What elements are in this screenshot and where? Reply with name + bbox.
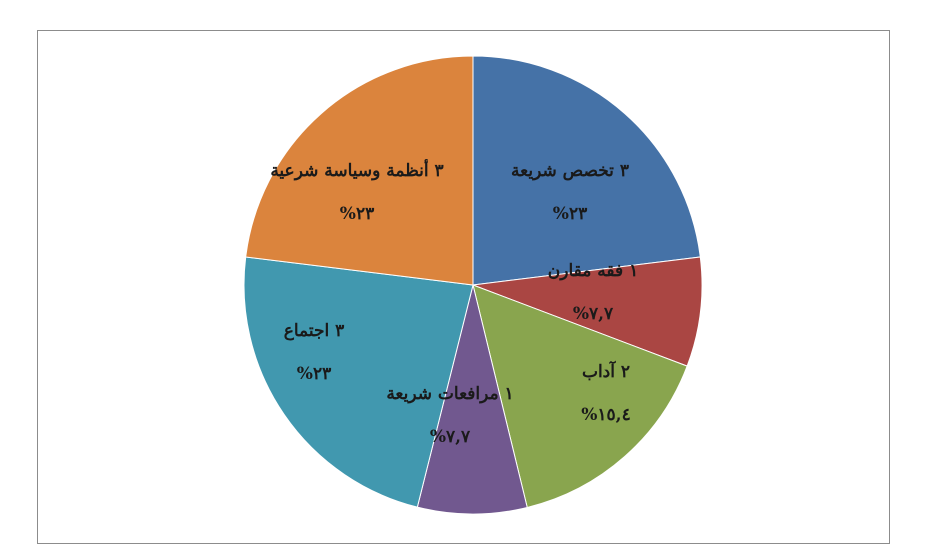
pie-slice <box>472 256 703 367</box>
slice-percent-label: %٢٣ <box>553 204 587 224</box>
slice-category-label: ٣ اجتماع <box>284 321 345 341</box>
slice-category-label: ٢ آداب <box>582 360 630 382</box>
slice-category-label: ١ فقه مقارن <box>548 261 638 281</box>
pie-slice <box>472 284 688 509</box>
slice-percent-label: %٢٣ <box>297 364 331 384</box>
slice-category-label: ٣ تخصص شريعة <box>511 161 629 181</box>
pie-slice <box>243 256 474 508</box>
pie-slices <box>243 55 703 515</box>
pie-slice <box>245 55 474 286</box>
slice-percent-label: %٧,٧ <box>573 304 614 324</box>
pie-slice <box>416 284 528 515</box>
slice-percent-label: %٧,٧ <box>430 427 471 447</box>
slice-category-label: ٣ أنظمة وسياسة شرعية <box>270 158 443 181</box>
pie-slice <box>472 55 701 286</box>
slice-category-label: ١ مرافعات شريعة <box>386 384 513 404</box>
pie-labels: ٣ تخصص شريعة %٢٣ ١ فقه مقارن %٧,٧ ٢ آداب %١٥,… <box>270 158 638 447</box>
slice-percent-label: %١٥,٤ <box>581 405 630 425</box>
slice-percent-label: %٢٣ <box>340 204 374 224</box>
